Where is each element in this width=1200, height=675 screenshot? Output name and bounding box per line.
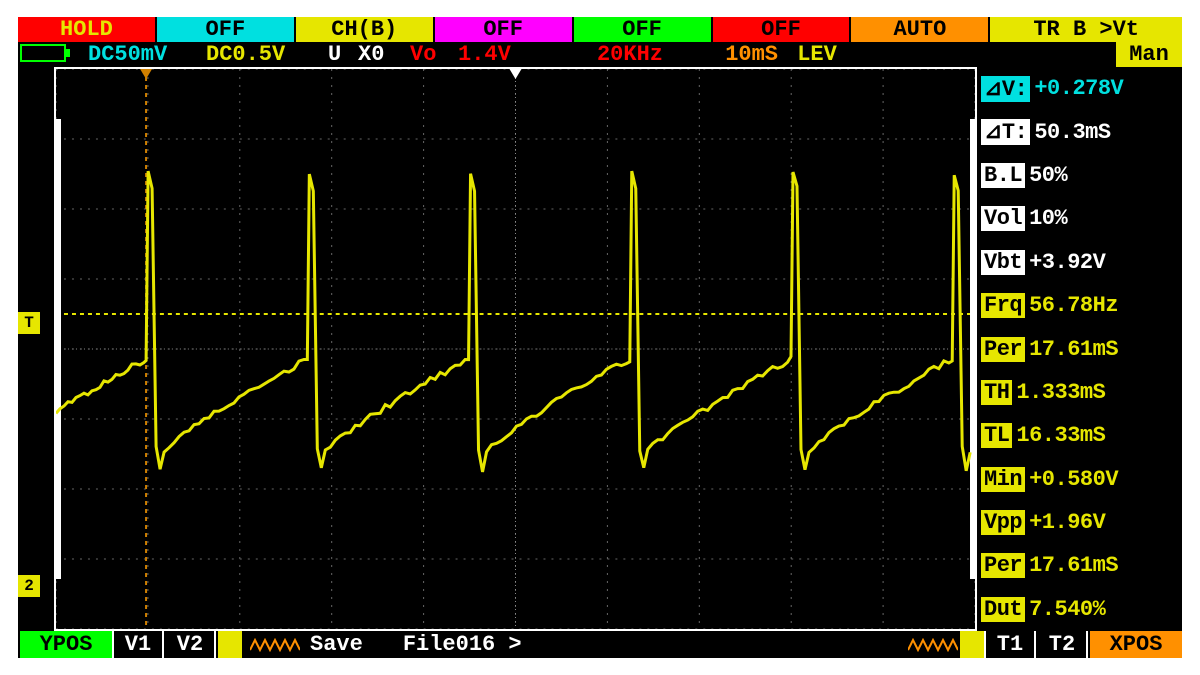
measurements-panel: ⊿V:+0.278V⊿T:50.3mSB.L50%Vol10%Vbt+3.92V… xyxy=(977,67,1182,631)
t-scroll-icon[interactable] xyxy=(958,631,984,658)
v-scroll-icon[interactable] xyxy=(216,631,242,658)
timebase: 10mS xyxy=(663,42,778,67)
measurement-2: B.L50% xyxy=(977,154,1182,197)
hold-indicator[interactable]: HOLD xyxy=(18,17,157,42)
waveform-plot[interactable] xyxy=(54,67,977,631)
measurement-8: TL16.33mS xyxy=(977,414,1182,457)
oscilloscope-screen: HOLD OFF CH(B) OFF OFF OFF AUTO TR B >Vt… xyxy=(18,17,1182,658)
channel-d-status[interactable]: OFF xyxy=(574,17,713,42)
mode-indicator[interactable]: AUTO xyxy=(851,17,990,42)
file-name: File016 > xyxy=(403,631,522,658)
measurement-3: Vol10% xyxy=(977,197,1182,240)
measurement-5: Frq56.78Hz xyxy=(977,284,1182,327)
v1-button[interactable]: V1 xyxy=(112,631,164,658)
x0-indicator: X0 xyxy=(358,42,410,67)
measurement-9: Min+0.580V xyxy=(977,458,1182,501)
battery-icon xyxy=(18,42,88,67)
waveform-svg xyxy=(56,69,975,629)
status-row-2: DC50mV DC0.5V U X0 Vo 1.4V 20KHz 10mS LE… xyxy=(18,42,1182,67)
scope-body: T 2 ⊿V:+0.278V⊿T:50.3mSB.L50%Vol10%Vbt+3… xyxy=(18,67,1182,631)
level-label: LEV xyxy=(778,42,856,67)
measurement-10: Vpp+1.96V xyxy=(977,501,1182,544)
sample-rate: 20KHz xyxy=(548,42,663,67)
channel-c-status[interactable]: OFF xyxy=(435,17,574,42)
coupling-a: DC50mV xyxy=(88,42,206,67)
file-save-bar[interactable]: Save File016 > xyxy=(242,631,958,658)
ypos-button[interactable]: YPOS xyxy=(18,631,112,658)
ch2-marker[interactable]: 2 xyxy=(18,575,40,597)
measurement-0: ⊿V:+0.278V xyxy=(977,67,1182,110)
measurement-7: TH1.333mS xyxy=(977,371,1182,414)
trigger-marker[interactable]: T xyxy=(18,312,40,334)
measurement-11: Per17.61mS xyxy=(977,544,1182,587)
trigger-source[interactable]: TR B >Vt xyxy=(990,17,1182,42)
t2-button[interactable]: T2 xyxy=(1036,631,1088,658)
trigger-status[interactable]: OFF xyxy=(713,17,852,42)
xpos-button[interactable]: XPOS xyxy=(1088,631,1182,658)
trigger-mode[interactable]: Man xyxy=(1116,42,1182,67)
channel-b-status[interactable]: CH(B) xyxy=(296,17,435,42)
measurement-1: ⊿T:50.3mS xyxy=(977,110,1182,153)
measurement-4: Vbt+3.92V xyxy=(977,241,1182,284)
left-gutter: T 2 xyxy=(18,67,54,631)
zigzag-icon xyxy=(250,638,300,652)
measurement-6: Per17.61mS xyxy=(977,327,1182,370)
save-label: Save xyxy=(310,631,363,658)
t1-button[interactable]: T1 xyxy=(984,631,1036,658)
v2-button[interactable]: V2 xyxy=(164,631,216,658)
measurement-12: Dut7.540% xyxy=(977,588,1182,631)
bottom-bar: YPOS V1 V2 Save File016 > T1 T2 XPOS xyxy=(18,631,1182,658)
coupling-b: DC0.5V xyxy=(206,42,328,67)
vo-value: 1.4V xyxy=(458,42,548,67)
status-row-1: HOLD OFF CH(B) OFF OFF OFF AUTO TR B >Vt xyxy=(18,17,1182,42)
u-indicator: U xyxy=(328,42,358,67)
channel-a-status[interactable]: OFF xyxy=(157,17,296,42)
zigzag-icon xyxy=(908,638,958,652)
vo-label: Vo xyxy=(410,42,458,67)
